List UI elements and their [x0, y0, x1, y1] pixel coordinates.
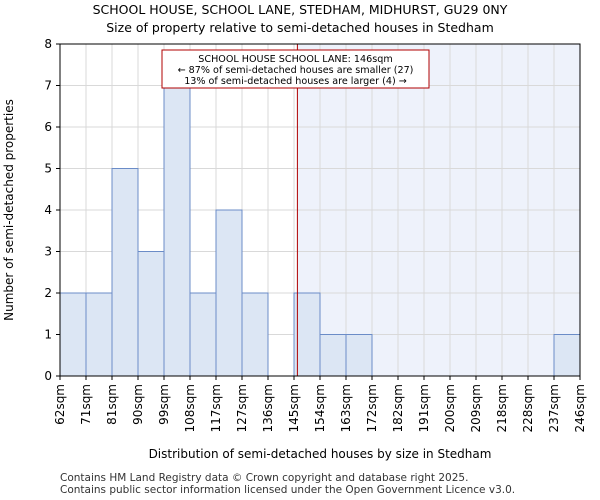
- y-tick-label: 4: [44, 203, 52, 217]
- x-tick-label: 218sqm: [495, 384, 509, 432]
- annotation-line-3: 13% of semi-detached houses are larger (…: [184, 76, 407, 87]
- x-axis-label: Distribution of semi-detached houses by …: [149, 447, 492, 461]
- x-tick-label: 99sqm: [157, 384, 171, 425]
- annotation-line-1: SCHOOL HOUSE SCHOOL LANE: 146sqm: [198, 54, 392, 65]
- bar: [163, 85, 191, 377]
- chart-subtitle: Size of property relative to semi-detach…: [106, 20, 494, 35]
- x-tick-label: 136sqm: [261, 384, 275, 432]
- bars: [59, 85, 581, 377]
- x-tick-label: 246sqm: [573, 384, 587, 432]
- x-tick-label: 90sqm: [131, 384, 145, 425]
- x-tick-label: 191sqm: [417, 384, 431, 432]
- y-tick-label: 1: [44, 328, 52, 342]
- bar: [319, 334, 347, 377]
- bar: [137, 251, 165, 377]
- x-tick-label: 71sqm: [79, 384, 93, 425]
- x-tick-label: 127sqm: [235, 384, 249, 432]
- x-axis-ticks: 62sqm 71sqm 81sqm 90sqm 99sqm 108sqm 117sqm 127…: [53, 376, 587, 432]
- y-tick-label: 8: [44, 37, 52, 51]
- x-tick-label: 237sqm: [547, 384, 561, 432]
- annotation-box: SCHOOL HOUSE SCHOOL LANE: 146sqm ← 87% o…: [161, 49, 430, 89]
- y-tick-label: 0: [44, 369, 52, 383]
- x-tick-label: 145sqm: [287, 384, 301, 432]
- bar: [553, 334, 581, 377]
- y-axis-label: Number of semi-detached properties: [2, 99, 16, 321]
- x-tick-label: 108sqm: [183, 384, 197, 432]
- x-tick-label: 209sqm: [469, 384, 483, 432]
- y-tick-label: 2: [44, 286, 52, 300]
- bar: [241, 292, 269, 377]
- x-tick-label: 172sqm: [365, 384, 379, 432]
- annotation-line-2: ← 87% of semi-detached houses are smalle…: [178, 65, 414, 76]
- x-tick-label: 228sqm: [521, 384, 535, 432]
- x-tick-label: 62sqm: [53, 384, 67, 425]
- x-tick-label: 117sqm: [209, 384, 223, 432]
- annotation-frame: [161, 49, 430, 89]
- y-tick-label: 5: [44, 162, 52, 176]
- x-tick-label: 163sqm: [339, 384, 353, 432]
- x-tick-label: 182sqm: [391, 384, 405, 432]
- bar: [345, 334, 373, 377]
- bar: [85, 292, 113, 377]
- footer-copyright: Contains HM Land Registry data © Crown c…: [60, 472, 469, 484]
- bar: [189, 292, 217, 377]
- x-tick-label: 154sqm: [313, 384, 327, 432]
- x-tick-label: 81sqm: [105, 384, 119, 425]
- bar: [111, 168, 139, 377]
- x-tick-label: 200sqm: [443, 384, 457, 432]
- y-tick-label: 6: [44, 120, 52, 134]
- chart-title: SCHOOL HOUSE, SCHOOL LANE, STEDHAM, MIDH…: [92, 2, 508, 17]
- bar: [215, 209, 243, 377]
- y-tick-label: 7: [44, 79, 52, 93]
- footer-licence: Contains public sector information licen…: [60, 484, 516, 496]
- bar: [293, 292, 321, 377]
- y-axis-ticks: 0 1 2 3 4 5 6 7 8: [44, 37, 60, 383]
- bar: [59, 292, 87, 377]
- y-tick-label: 3: [44, 245, 52, 259]
